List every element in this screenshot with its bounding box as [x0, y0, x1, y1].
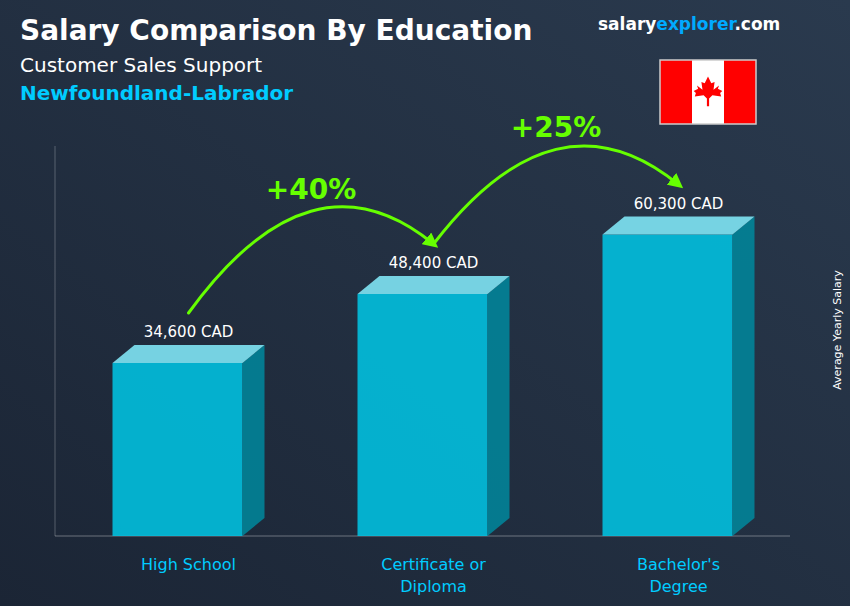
- category-label-line: Diploma: [400, 577, 467, 596]
- value-label: 48,400 CAD: [389, 254, 479, 272]
- flag-center: [692, 60, 724, 124]
- brand-part: explorer: [656, 14, 737, 34]
- category-label: Bachelor's Degree: [637, 555, 720, 596]
- chart-container: 34,600 CAD 48,400 CAD 60,300 CAD High Schoo…: [0, 0, 850, 606]
- flag-border: [660, 60, 756, 124]
- category-label-line: High School: [141, 555, 236, 574]
- bar-side: [488, 276, 510, 536]
- growth-arrow: [434, 146, 679, 244]
- flag: [660, 60, 756, 124]
- y-axis-line: [55, 146, 56, 536]
- bar: [603, 235, 733, 537]
- y-axis-label: Average Yearly Salary: [831, 270, 844, 390]
- category-label-line: Degree: [649, 577, 707, 596]
- bar-3d: [113, 345, 265, 536]
- growth-label: +25%: [511, 111, 601, 144]
- growth-arrow: [189, 207, 434, 313]
- growth-label: +40%: [266, 173, 356, 206]
- bar-top: [603, 217, 755, 235]
- value-label: 60,300 CAD: [634, 195, 724, 213]
- subtitle: Customer Sales Support: [20, 53, 262, 77]
- bar-3d: [603, 217, 755, 537]
- category-label-line: Bachelor's: [637, 555, 720, 574]
- brand-part: salary: [598, 14, 656, 34]
- bar: [358, 294, 488, 536]
- bar-side: [243, 345, 265, 536]
- flag-band: [724, 60, 756, 124]
- bars: [113, 217, 755, 537]
- bar-top: [113, 345, 265, 363]
- bar-side: [733, 217, 755, 537]
- category-label: Certificate or Diploma: [381, 555, 486, 596]
- category-label-line: Certificate or: [381, 555, 486, 574]
- location: Newfoundland-Labrador: [20, 81, 293, 105]
- bar-top: [358, 276, 510, 294]
- maple-leaf: [694, 77, 723, 107]
- brand-part: .com: [734, 14, 780, 34]
- title: Salary Comparison By Education: [20, 14, 532, 47]
- background: [0, 0, 850, 606]
- chart-svg: 34,600 CAD 48,400 CAD 60,300 CAD High Schoo…: [0, 0, 850, 606]
- bar-3d: [358, 276, 510, 536]
- flag-band: [660, 60, 692, 124]
- brand: salaryexplorer.com: [598, 14, 780, 34]
- value-label: 34,600 CAD: [144, 323, 234, 341]
- category-label: High School: [141, 555, 236, 574]
- bar: [113, 363, 243, 536]
